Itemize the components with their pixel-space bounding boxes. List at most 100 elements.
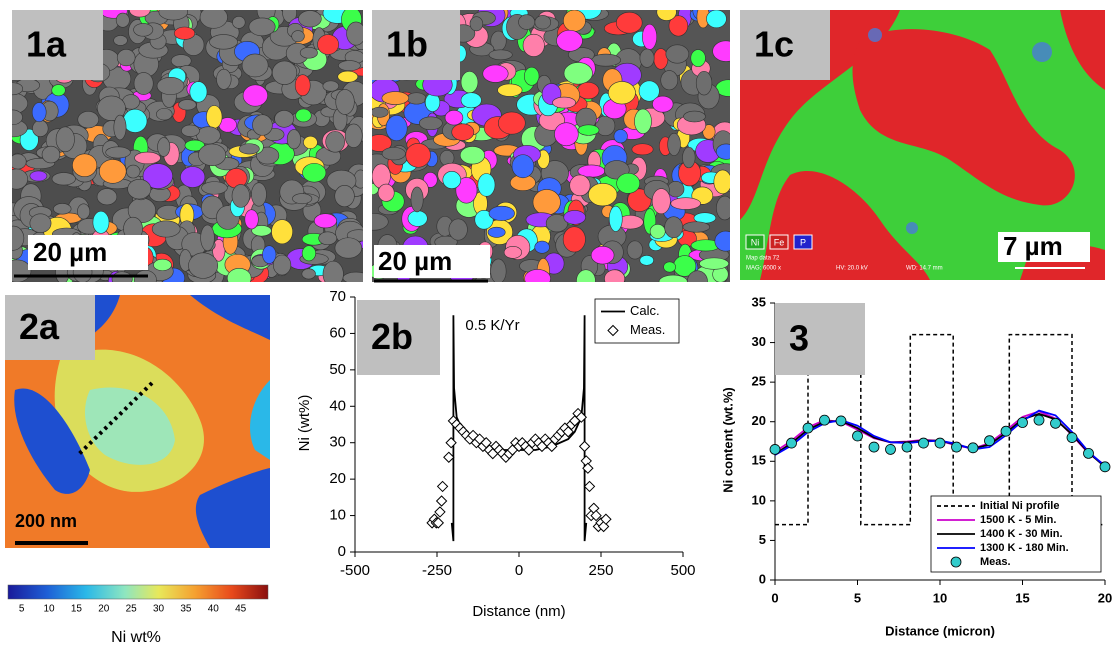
grain (345, 124, 362, 148)
x-tick-label: 5 (854, 590, 861, 605)
grain (53, 203, 71, 214)
grain (498, 112, 525, 134)
y-tick-label: 70 (329, 288, 346, 305)
grain (498, 84, 523, 97)
grain (217, 69, 232, 89)
panel-label: 3 (789, 318, 809, 359)
grain (32, 120, 48, 136)
grain (242, 54, 268, 77)
legend-label: Meas. (980, 556, 1011, 568)
grain (470, 17, 483, 31)
grain (535, 15, 551, 29)
grain (298, 11, 321, 27)
grain (523, 34, 544, 56)
colorbar-title: Ni wt% (111, 629, 161, 645)
legend-label: Meas. (630, 322, 665, 337)
grain (668, 181, 684, 197)
grain (668, 133, 681, 155)
grain (300, 47, 317, 58)
grain (563, 10, 585, 31)
element-label: P (800, 237, 806, 247)
grain (319, 232, 337, 245)
grain (578, 125, 599, 136)
grain (32, 103, 46, 122)
grain (30, 214, 51, 233)
grain (180, 167, 204, 188)
data-point (437, 496, 447, 506)
data-point (952, 442, 962, 452)
grain (386, 115, 407, 141)
grain (553, 97, 576, 108)
data-point (1001, 426, 1011, 436)
grain (642, 24, 656, 49)
grain (239, 144, 259, 154)
grain (443, 171, 461, 188)
grain (157, 77, 184, 94)
colorbar-tick-label: 35 (180, 604, 192, 615)
grain (123, 109, 147, 132)
grain (382, 147, 405, 160)
grain (696, 71, 712, 95)
grain (295, 75, 310, 96)
data-point (820, 415, 830, 425)
data-point (1100, 462, 1110, 472)
grain (533, 189, 560, 215)
colorbar-tick-label: 30 (153, 604, 165, 615)
data-point (446, 438, 456, 448)
grain (116, 13, 129, 27)
grain (3, 110, 23, 125)
x-tick-label: 15 (1015, 590, 1029, 605)
y-axis-title: Ni content (wt.%) (720, 387, 735, 492)
y-tick-label: 5 (759, 532, 766, 547)
grain (335, 185, 355, 206)
grain (323, 81, 339, 91)
grain (323, 261, 343, 287)
grain (627, 241, 643, 259)
grain (232, 16, 245, 28)
y-tick-label: 50 (329, 361, 346, 378)
data-point (968, 443, 978, 453)
grain (478, 173, 495, 196)
map-info: HV: 20.0 kV (836, 266, 868, 272)
grain (535, 241, 550, 253)
data-point (438, 481, 448, 491)
grain (190, 82, 207, 103)
map-info: Map data 72 (746, 256, 780, 262)
annotation: 0.5 K/Yr (465, 317, 519, 334)
grain (713, 41, 740, 62)
grain (181, 125, 199, 137)
scale-label: 7 µm (1003, 231, 1063, 261)
grain (272, 61, 297, 85)
grain (112, 272, 132, 287)
page: NiFePMap data 72MAG: 6000 xHV: 20.0 kVWD… (0, 0, 1114, 645)
grain (378, 184, 394, 201)
grain (715, 231, 737, 251)
legend-label: 1500 K - 5 Min. (980, 514, 1056, 526)
data-point (803, 423, 813, 433)
grain (97, 189, 117, 205)
grain (77, 204, 89, 219)
x-tick-label: 10 (933, 590, 947, 605)
grain (174, 27, 195, 39)
data-point (853, 431, 863, 441)
grain (227, 268, 251, 288)
grain (243, 85, 268, 106)
map-info: WD: 14.7 mm (906, 266, 943, 272)
data-point (919, 438, 929, 448)
colorbar (8, 585, 268, 599)
grain (609, 206, 622, 231)
grain (245, 210, 258, 229)
colorbar-tick-label: 45 (235, 604, 247, 615)
map-info: MAG: 6000 x (746, 266, 781, 272)
grain (52, 173, 75, 185)
grain (591, 54, 621, 66)
grain (134, 23, 153, 36)
grain (114, 35, 128, 45)
x-tick-label: 0 (771, 590, 778, 605)
y-tick-label: 25 (752, 374, 766, 389)
y-tick-label: 30 (752, 334, 766, 349)
data-point (444, 452, 454, 462)
data-point (836, 416, 846, 426)
data-point (1034, 415, 1044, 425)
grain (664, 262, 676, 272)
